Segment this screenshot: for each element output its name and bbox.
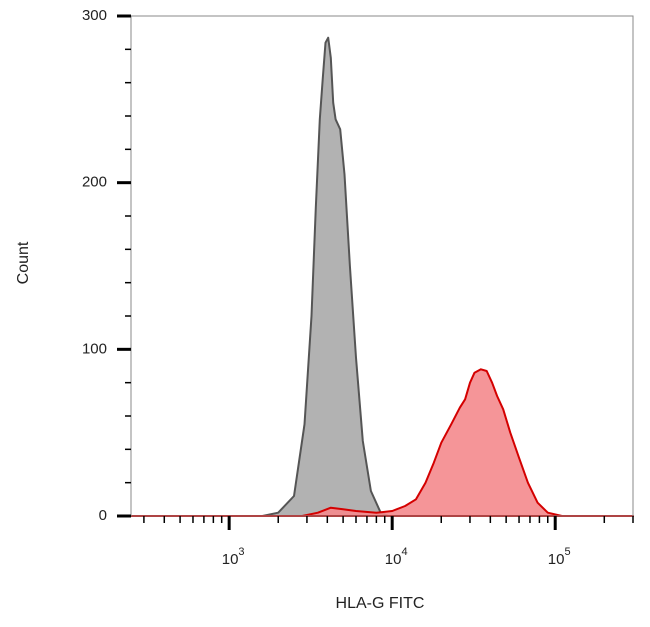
x-tick-labels: 103 104 105 [222,546,571,568]
x-tick-label: 105 [548,546,571,568]
y-tick-label: 100 [82,340,107,357]
x-tick-label: 104 [385,546,408,568]
series-2-histogram [130,368,634,517]
histogram-areas [130,36,634,517]
axes [117,14,634,530]
y-tick-label: 300 [82,7,107,24]
plot-frame [130,15,634,517]
series-1-histogram [130,36,634,517]
y-tick-labels: 0 100 200 300 [82,7,107,524]
y-tick-label: 200 [82,174,107,191]
y-axis-title: Count [15,241,32,284]
x-tick-label: 103 [222,546,245,568]
y-tick-label: 0 [99,507,107,524]
x-axis-title: HLA-G FITC [336,595,425,612]
